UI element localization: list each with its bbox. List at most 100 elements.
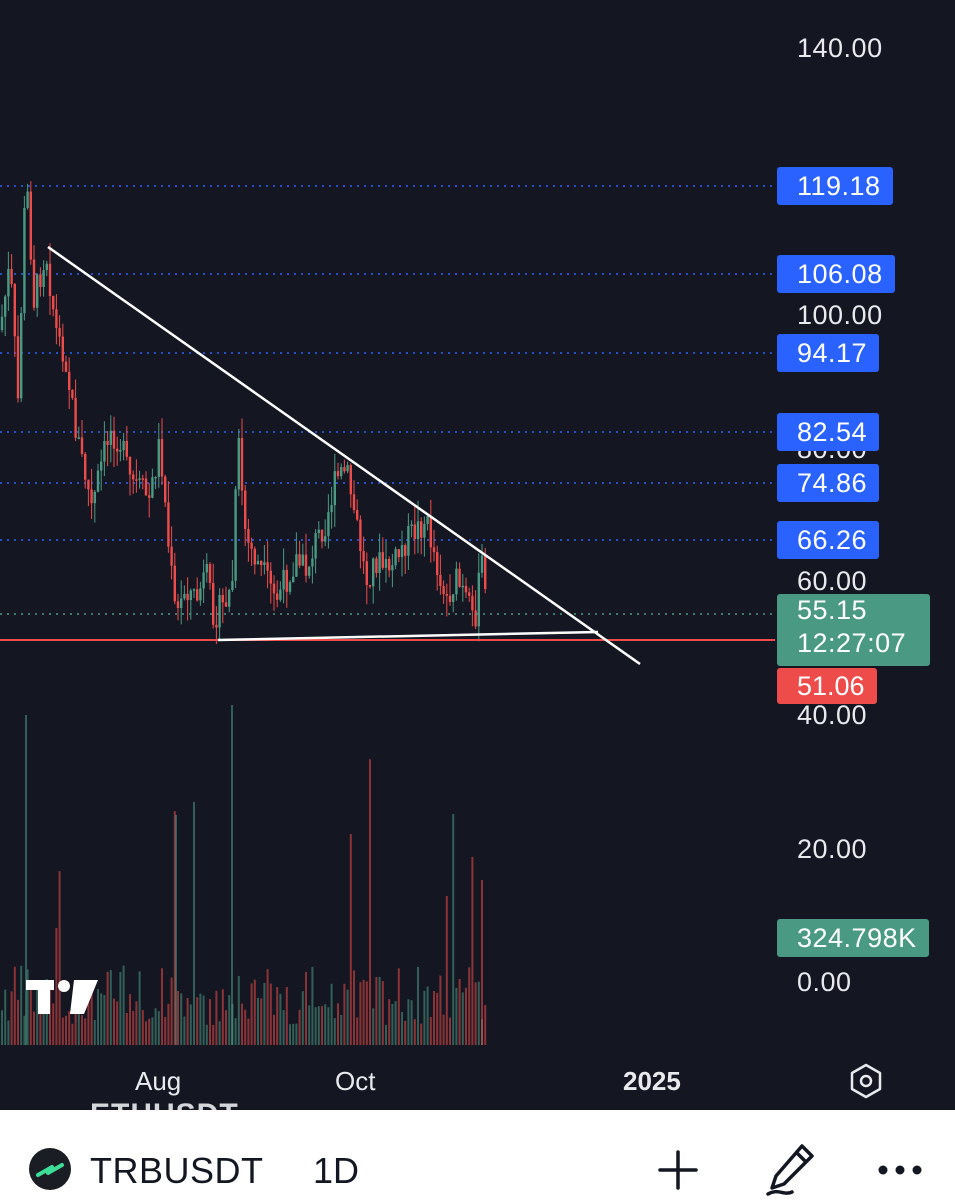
candle-body	[455, 568, 458, 595]
candle-body	[176, 601, 180, 609]
candle-body	[356, 510, 359, 520]
candle-body	[234, 489, 237, 581]
candle-body	[208, 564, 212, 583]
candle-body	[48, 263, 52, 297]
candle-body	[394, 549, 397, 566]
candle-body	[282, 569, 285, 590]
volume-bar	[298, 1009, 301, 1045]
volume-bar	[122, 965, 125, 1045]
candle-body	[343, 467, 346, 472]
volume-bar	[106, 971, 109, 1045]
tradingview-logo-icon[interactable]	[24, 976, 100, 1018]
symbol-name[interactable]: TRBUSDT	[90, 1150, 264, 1191]
candle-body	[132, 474, 135, 480]
pencil-icon[interactable]	[764, 1142, 816, 1198]
volume-bar	[61, 1017, 64, 1045]
level-tag-66[interactable]: 66.26	[777, 521, 880, 559]
volume-bar	[218, 1021, 221, 1045]
volume-bar	[349, 834, 352, 1045]
interval-selector[interactable]: 1D	[313, 1150, 360, 1191]
candle-body	[327, 512, 330, 537]
volume-bar	[77, 1003, 80, 1045]
candle-body	[103, 441, 106, 462]
chart-area[interactable]: 140.00 100.00 80.00 60.00 40.00 20.00 0.…	[0, 0, 955, 1110]
volume-bar	[129, 994, 131, 1045]
level-tag-94[interactable]: 94.17	[777, 334, 880, 372]
descending-trendline[interactable]	[47, 245, 641, 666]
volume-bar	[87, 997, 90, 1045]
candle-body	[304, 554, 308, 576]
volume-bar	[436, 992, 439, 1045]
volume-bar	[141, 1009, 144, 1045]
volume-bar	[132, 1011, 135, 1045]
candle-body	[378, 552, 381, 573]
time-axis-label: 2025	[623, 1066, 681, 1096]
more-icon[interactable]	[876, 1160, 924, 1180]
current-price-value: 55.15	[797, 595, 868, 625]
candle-body	[125, 440, 128, 457]
volume-bar	[417, 966, 419, 1045]
volume-bar	[375, 977, 378, 1045]
volume-bar	[388, 999, 391, 1045]
volume-bar	[279, 993, 282, 1045]
candle-body	[36, 274, 39, 308]
candle-body	[84, 453, 87, 480]
volume-bar	[234, 1018, 237, 1045]
candle-body	[266, 562, 269, 571]
candle-body	[7, 268, 10, 297]
candle-body	[301, 554, 304, 566]
volume-bar	[471, 856, 474, 1045]
volume-bar	[29, 988, 32, 1045]
candle-body	[218, 594, 221, 628]
current-price-tag: 55.15 12:27:07	[777, 594, 930, 666]
symbol-logo-icon[interactable]	[28, 1147, 72, 1191]
candle-body	[276, 593, 279, 600]
candle-body	[468, 592, 471, 596]
lower-trendline[interactable]	[217, 630, 599, 642]
volume-bar	[413, 1019, 416, 1045]
candle-body	[420, 521, 423, 538]
candle-body	[365, 561, 368, 586]
candle-body	[372, 558, 375, 587]
price-chart[interactable]	[0, 0, 955, 1110]
candle-body	[244, 490, 247, 529]
volume-spike	[175, 815, 177, 1045]
volume-bar	[273, 1014, 275, 1045]
candle-body	[231, 580, 234, 591]
candle-body	[112, 430, 116, 449]
level-tag-74[interactable]: 74.86	[777, 464, 880, 502]
volume-bar	[68, 1011, 71, 1045]
settings-hexagon-icon[interactable]	[848, 1063, 884, 1099]
volume-bar	[97, 988, 99, 1045]
candle-body	[384, 559, 388, 568]
volume-bar	[282, 1010, 285, 1045]
candle-body	[445, 594, 448, 596]
volume-bar	[113, 998, 115, 1045]
volume-bar	[84, 1018, 87, 1045]
price-axis-label: 20.00	[797, 834, 868, 864]
price-axis-label: 60.00	[797, 566, 868, 596]
candle-body	[77, 437, 80, 439]
volume-bar	[426, 986, 429, 1045]
volume-bar	[337, 1003, 339, 1045]
candle-body	[324, 536, 327, 542]
candle-body	[148, 495, 151, 498]
level-tag-119[interactable]: 119.18	[777, 167, 893, 205]
plus-icon[interactable]	[656, 1148, 700, 1192]
candle-body	[263, 562, 266, 565]
candle-body	[426, 516, 429, 524]
candle-body	[359, 519, 362, 552]
candle-body	[314, 533, 317, 559]
candle-body	[167, 502, 170, 547]
volume-bar	[119, 972, 122, 1045]
level-tag-106[interactable]: 106.08	[777, 255, 895, 293]
candle-body	[452, 594, 455, 602]
candle-body	[119, 450, 122, 452]
candle-body	[55, 309, 58, 329]
volume-bar	[17, 999, 19, 1045]
volume-bar	[429, 1016, 432, 1045]
level-tag-82[interactable]: 82.54	[777, 413, 880, 451]
candle-body	[400, 545, 404, 558]
volume-bar	[100, 993, 103, 1045]
volume-bar	[196, 997, 199, 1045]
